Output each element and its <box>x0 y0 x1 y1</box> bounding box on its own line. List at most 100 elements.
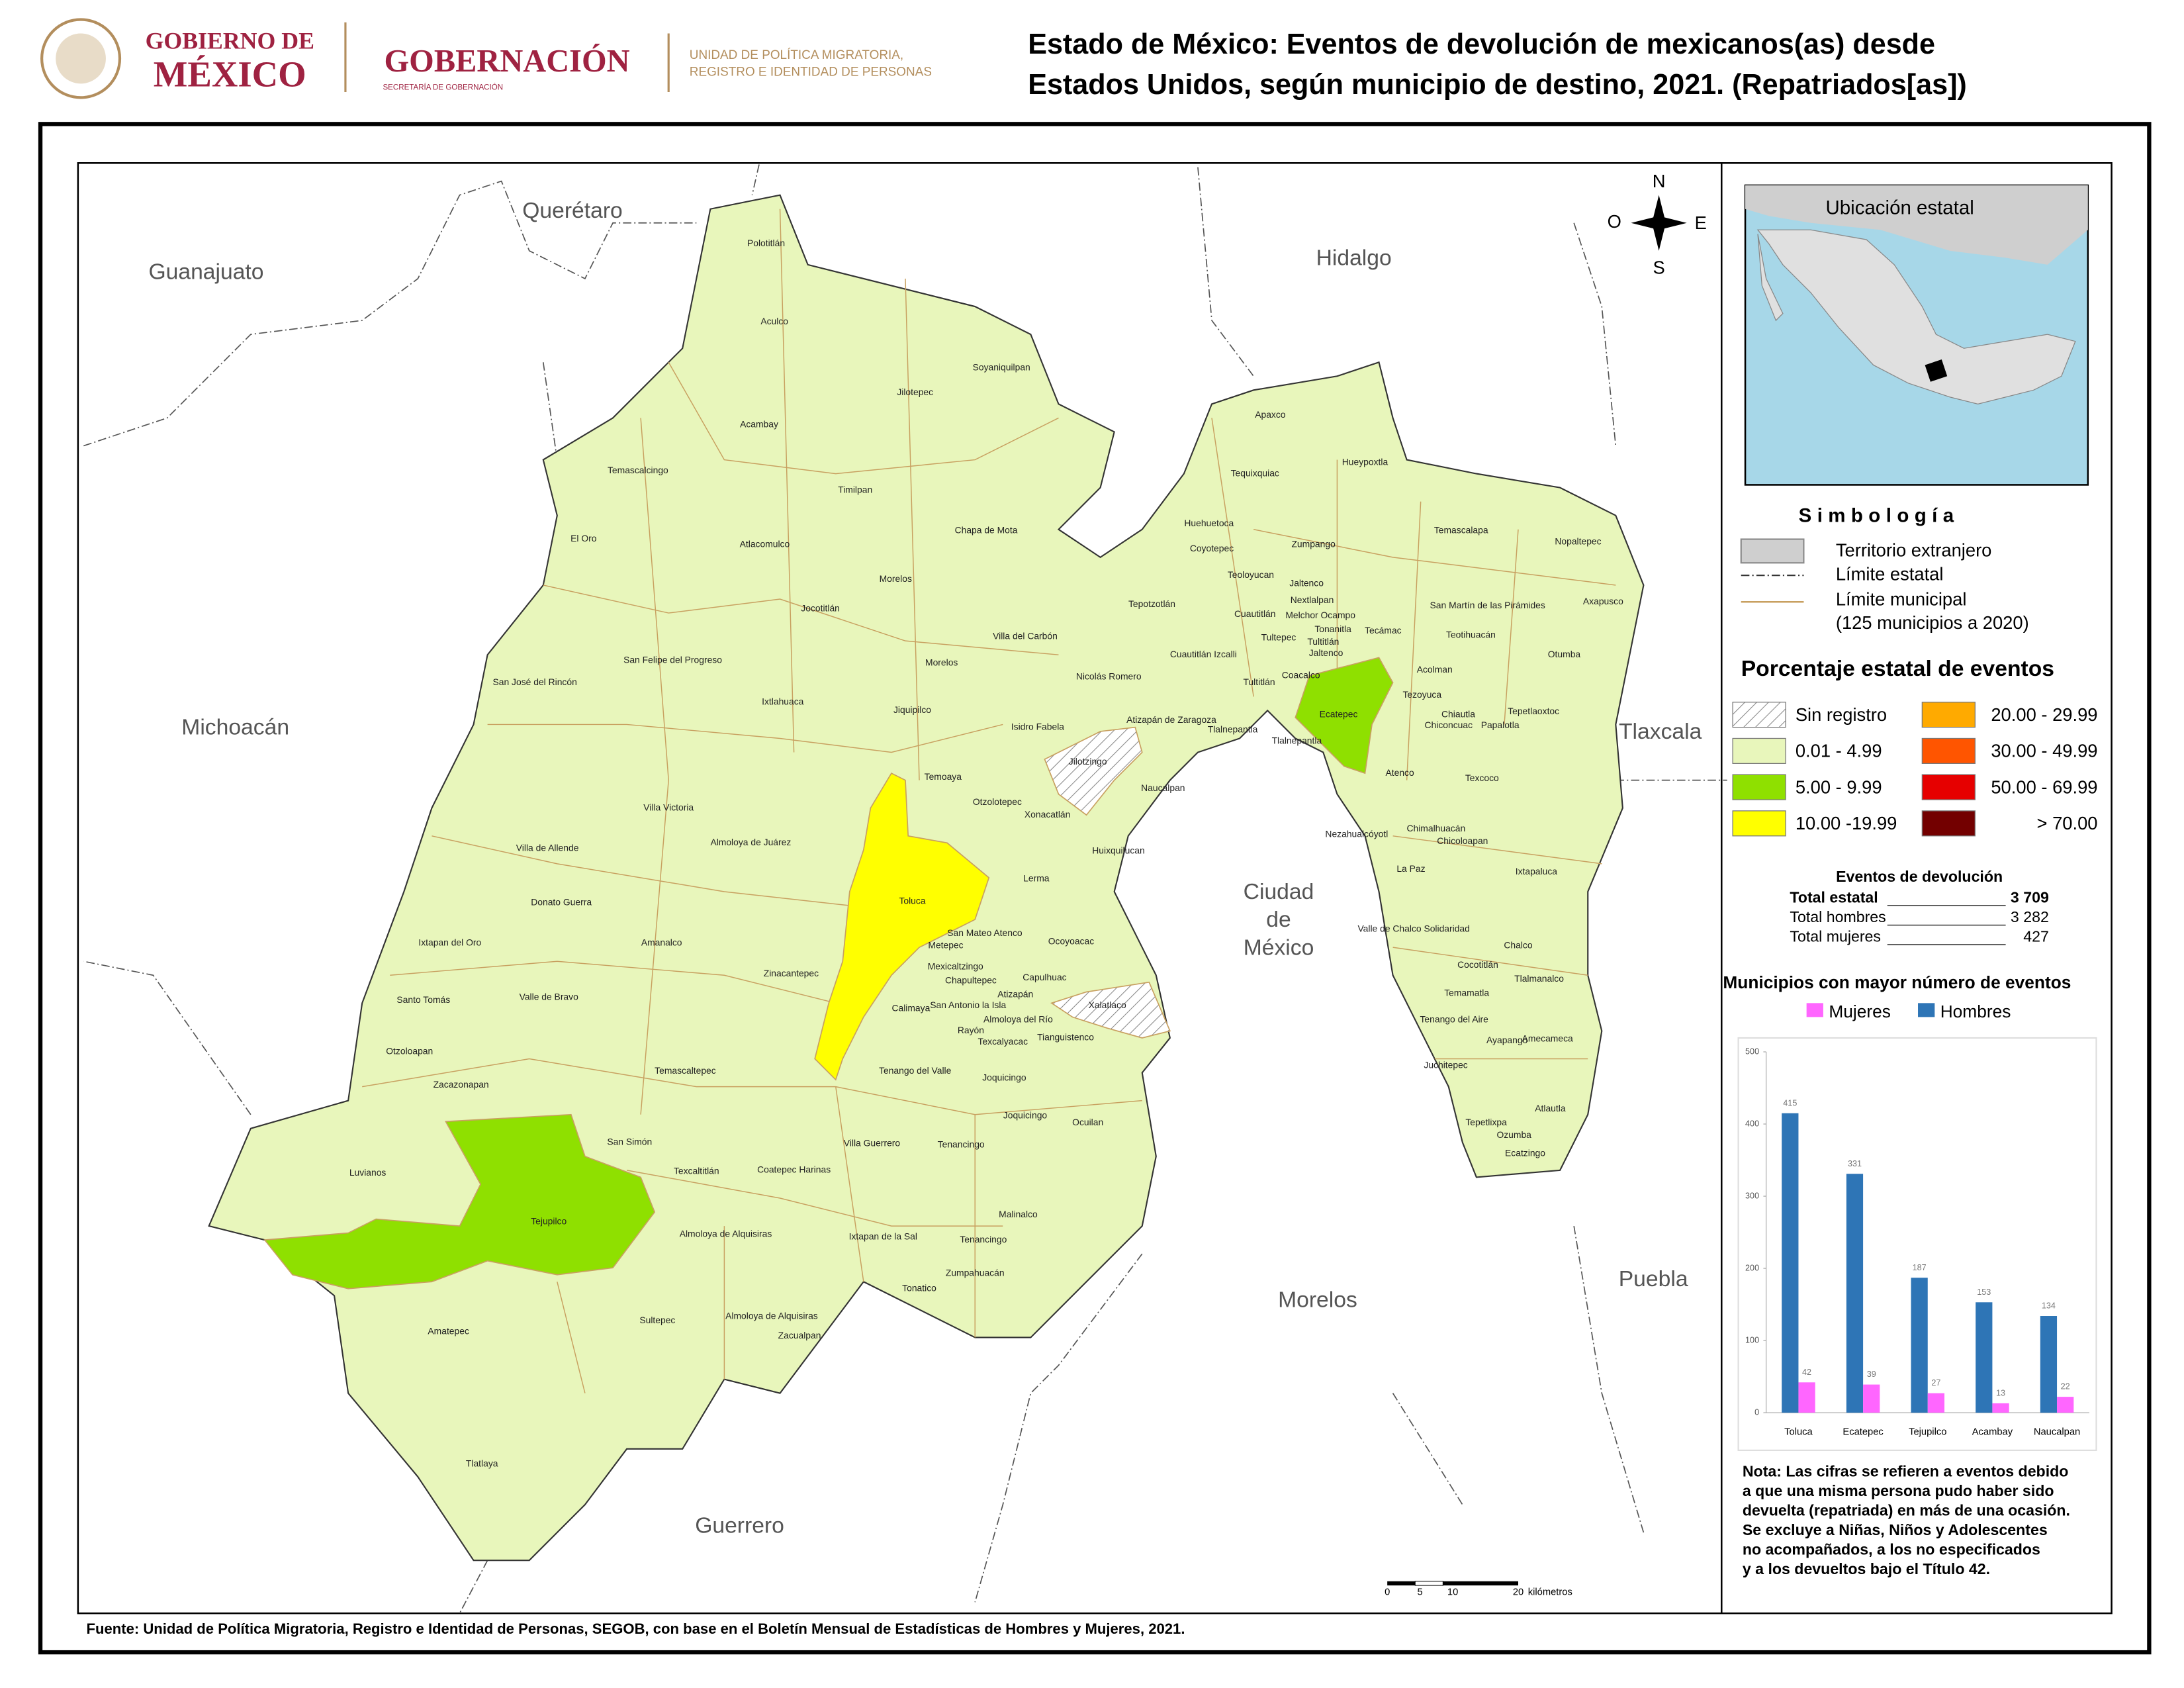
class-label: 10.00 -19.99 <box>1796 813 1897 833</box>
municipality-label: Isidro Fabela <box>1011 721 1064 731</box>
region-tejupilco <box>263 1113 656 1289</box>
state-label: Ciudad de México <box>1244 880 1314 960</box>
bar <box>1846 1174 1864 1413</box>
municipality-label: Chalco <box>1504 940 1532 951</box>
municipality-label: Tequixquiac <box>1231 467 1279 478</box>
legend-label: Hombres <box>1940 1002 2011 1021</box>
title: Estado de México: Eventos de devolución … <box>1028 28 1935 60</box>
municipality-label: Xonacatlán <box>1024 809 1070 820</box>
total-value: 427 <box>2023 928 2049 945</box>
scale-label: 5 <box>1418 1587 1423 1597</box>
municipality-label: Ecatepec <box>1320 708 1358 719</box>
municipality-label: Chapa de Mota <box>955 525 1018 536</box>
legend-label: Mujeres <box>1829 1002 1891 1021</box>
class-label: 50.00 - 69.99 <box>1991 776 2097 797</box>
municipality-label: Tenancingo <box>938 1139 985 1150</box>
municipality-label: Jiquipilco <box>893 704 931 715</box>
municipal-limits <box>362 209 1616 1393</box>
municipality-label: Tenancingo <box>960 1234 1007 1244</box>
compass-letter: N <box>1653 171 1666 191</box>
value-label: 22 <box>2061 1382 2070 1391</box>
municipality-label: Nezahualcóyotl <box>1325 828 1388 839</box>
municipality-label: Ixtapan del Oro <box>418 937 481 948</box>
municipality-label: Soyaniquilpan <box>973 361 1030 372</box>
class-swatch <box>1921 702 1976 728</box>
class-swatch <box>1921 810 1976 837</box>
municipality-label: Lerma <box>1023 873 1050 884</box>
class-label: Sin registro <box>1796 704 1887 725</box>
municipality-label: Chiconcuac <box>1425 720 1473 730</box>
y-tick-label: 400 <box>1745 1119 1759 1128</box>
municipality-label: Atlautla <box>1535 1103 1566 1113</box>
municipality-label: Almoloya de Alquisiras <box>680 1228 772 1239</box>
title: Estados Unidos, según municipio de desti… <box>1028 69 1967 101</box>
municipality-label: Tlalnepantla <box>1272 735 1322 745</box>
logo-bottom: MÉXICO <box>154 54 306 94</box>
municipality-label: Villa del Carbón <box>993 631 1058 641</box>
legend-title: Simbología <box>1799 505 1960 527</box>
municipality-label: La Paz <box>1396 863 1425 874</box>
value-label: 187 <box>1913 1263 1927 1272</box>
class-swatch <box>1732 702 1786 728</box>
x-tick-label: Toluca <box>1784 1427 1813 1437</box>
compass-letter: E <box>1695 212 1707 233</box>
note-line: devuelta (repatriada) en más de una ocas… <box>1743 1502 2070 1519</box>
inset-state <box>1925 359 1948 382</box>
municipality-label: Apaxco <box>1255 409 1286 420</box>
bar <box>1863 1384 1880 1413</box>
x-tick-label: Tejupilco <box>1909 1427 1946 1437</box>
municipality-label: Calimaya <box>891 1002 930 1013</box>
municipality-label: San José del Rincón <box>493 677 577 687</box>
municipality-label: Zinacantepec <box>764 968 819 978</box>
value-label: 153 <box>1977 1288 1991 1297</box>
class-label: 20.00 - 29.99 <box>1991 704 2097 725</box>
municipality-label: Atizapán <box>997 988 1033 999</box>
state-label: Puebla <box>1619 1267 1688 1291</box>
bar <box>1782 1113 1799 1413</box>
municipality-label: Tlalnepantla <box>1208 724 1258 735</box>
region-toluca <box>814 772 990 1081</box>
state-label: Tlaxcala <box>1619 720 1702 744</box>
bar <box>1798 1382 1815 1413</box>
municipality-label: Hueypoxtla <box>1342 456 1388 467</box>
municipality-label: Nicolás Romero <box>1076 671 1142 682</box>
total-label: Total hombres <box>1790 908 1886 925</box>
compass-letter: O <box>1608 211 1621 232</box>
municipality-label: Jaltenco <box>1309 647 1343 658</box>
class-swatch <box>1732 810 1786 837</box>
municipality-label: Ixtlahuaca <box>762 696 804 706</box>
municipality-label: Polotitlán <box>747 238 785 248</box>
region-xalatlaco <box>1050 981 1171 1039</box>
municipality-label: Papalotla <box>1481 720 1520 730</box>
municipality-label: Tepetlixpa <box>1465 1117 1507 1127</box>
compass-letter: S <box>1653 257 1664 277</box>
legend-item: Territorio extranjero <box>1836 540 1992 561</box>
municipality-label: Axapusco <box>1583 596 1623 606</box>
note-line: y a los devueltos bajo el Título 42. <box>1743 1560 1990 1577</box>
scale-bar <box>1387 1581 1519 1586</box>
municipality-label: Texcaltitlán <box>674 1166 719 1176</box>
municipality-label: Tlatlaya <box>466 1458 498 1469</box>
municipality-label: Nextlalpan <box>1291 594 1334 605</box>
municipality-label: Tenango del Aire <box>1420 1013 1489 1024</box>
x-tick-label: Acambay <box>1972 1427 2013 1437</box>
note-line: Nota: Las cifras se refieren a eventos d… <box>1743 1463 2069 1480</box>
legend-swatch <box>1918 1003 1935 1017</box>
class-label: 0.01 - 4.99 <box>1796 741 1882 761</box>
value-label: 331 <box>1848 1159 1862 1168</box>
value-label: 134 <box>2042 1301 2056 1311</box>
bar <box>1976 1302 1993 1413</box>
municipality-label: Huixquilucan <box>1092 845 1144 856</box>
total-label: Total estatal <box>1790 889 1878 906</box>
state-label: Morelos <box>1278 1288 1357 1313</box>
y-tick-label: 500 <box>1745 1047 1759 1056</box>
municipality-label: Malinalco <box>999 1209 1038 1219</box>
municipality-label: Temamatla <box>1444 987 1489 998</box>
totals-title: Eventos de devolución <box>1836 868 2003 885</box>
municipality-label: Amatepec <box>428 1326 469 1336</box>
municipality-label: Jaltenco <box>1289 578 1324 588</box>
value-label: 39 <box>1867 1370 1876 1379</box>
municipality-label: Jilotepec <box>897 387 933 397</box>
